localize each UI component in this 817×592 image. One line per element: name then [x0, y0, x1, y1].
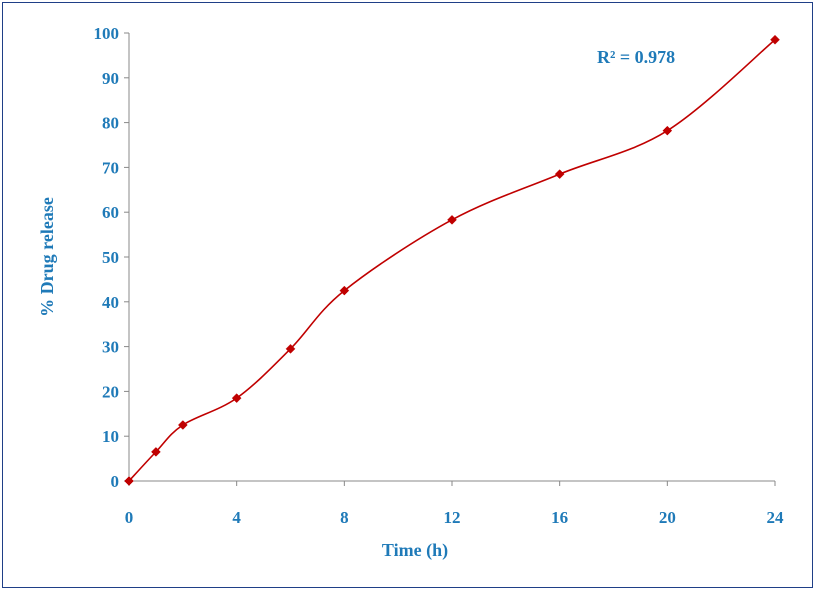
y-tick-label: 50	[102, 248, 119, 267]
x-tick-label: 8	[340, 508, 349, 527]
y-tick-label: 40	[102, 293, 119, 312]
series-line	[128, 39, 776, 482]
axes	[124, 32, 776, 486]
data-point-marker	[285, 343, 296, 354]
y-tick-label: 80	[102, 114, 119, 133]
tick-labels: 0 10 20 30 40 50 60 70 80 90 100 0 4 8 12 16 20 24	[94, 24, 785, 527]
data-point-marker	[447, 214, 457, 225]
x-tick-label: 24	[767, 508, 785, 527]
y-tick-label: 20	[102, 382, 119, 401]
data-point-marker	[231, 393, 242, 403]
x-axis-title: Time (h)	[382, 540, 448, 561]
r-squared-annotation: R² = 0.978	[597, 47, 675, 67]
y-tick-label: 90	[102, 69, 119, 88]
x-tick-label: 12	[444, 508, 461, 527]
y-tick-label: 10	[102, 427, 119, 446]
y-tick-label: 70	[102, 158, 119, 177]
x-tick-label: 20	[659, 508, 676, 527]
data-point-marker	[662, 125, 673, 136]
data-point-marker	[339, 285, 350, 296]
y-tick-label: 100	[94, 24, 120, 43]
data-point-marker	[177, 420, 188, 430]
x-tick-label: 16	[551, 508, 568, 527]
data-point-marker	[554, 169, 565, 179]
x-tick-label: 4	[232, 508, 241, 527]
series-markers	[124, 34, 780, 486]
data-point-marker	[770, 34, 780, 45]
y-tick-label: 60	[102, 203, 119, 222]
y-tick-label: 30	[102, 338, 119, 357]
y-axis-title: % Drug release	[37, 197, 57, 317]
data-point-marker	[124, 476, 134, 486]
y-tick-label: 0	[111, 472, 120, 491]
x-tick-label: 0	[125, 508, 134, 527]
data-point-marker	[151, 447, 161, 457]
